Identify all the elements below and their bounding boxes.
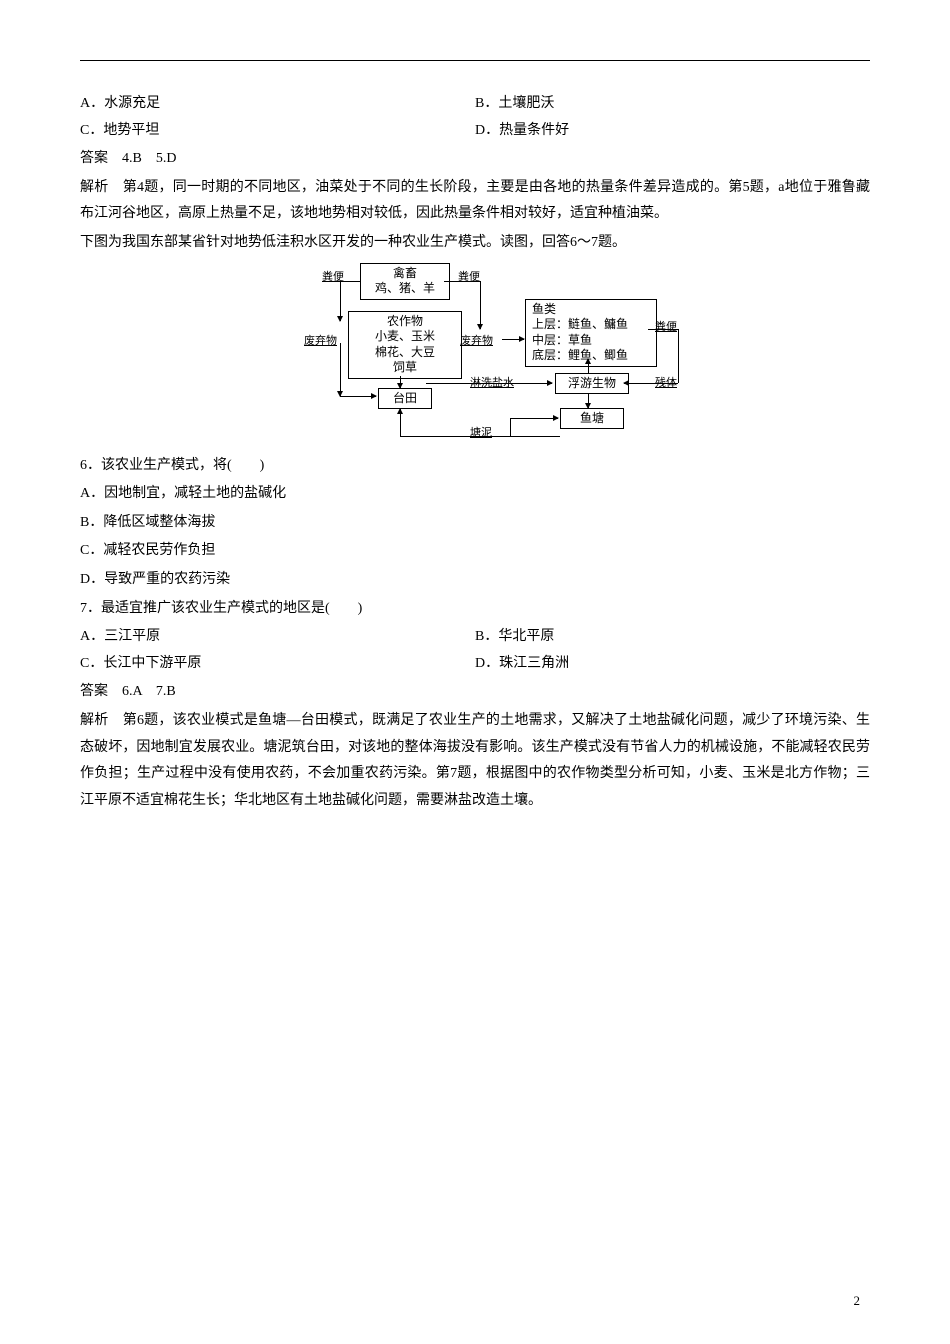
top-rule <box>80 60 870 61</box>
q6-stem: 6．该农业生产模式，将( ) <box>80 453 870 480</box>
q45-opt-b: B．土壤肥沃 <box>475 91 870 118</box>
q7-opt-c: C．长江中下游平原 <box>80 651 475 678</box>
answer-67: 答案 6.A 7.B <box>80 679 870 706</box>
arrow <box>654 383 678 384</box>
arrow <box>444 281 480 282</box>
explain-67: 解析 第6题，该农业模式是鱼塘—台田模式，既满足了农业生产的土地需求，又解决了土… <box>80 708 870 814</box>
q7-opt-b: B．华北平原 <box>475 624 870 651</box>
q7-options-row2: C．长江中下游平原 D．珠江三角洲 <box>80 651 870 678</box>
arrow <box>340 281 360 282</box>
q45-options-row1: A．水源充足 B．土壤肥沃 <box>80 91 870 118</box>
q45-options-row2: C．地势平坦 D．热量条件好 <box>80 118 870 145</box>
q6-opt-b: B．降低区域整体海拔 <box>80 510 870 537</box>
diagram-wrap: 禽畜 鸡、猪、羊 农作物 小麦、玉米 棉花、大豆 饲草 台田 鱼类 上层：鲢鱼、… <box>80 263 870 443</box>
q7-opt-d: D．珠江三角洲 <box>475 651 870 678</box>
q45-opt-c: C．地势平坦 <box>80 118 475 145</box>
node-crops: 农作物 小麦、玉米 棉花、大豆 饲草 <box>348 311 462 379</box>
q7-options-row1: A．三江平原 B．华北平原 <box>80 624 870 651</box>
intro-67: 下图为我国东部某省针对地势低洼积水区开发的一种农业生产模式。读图，回答6～7题。 <box>80 230 870 257</box>
q6-opt-d: D．导致严重的农药污染 <box>80 567 870 594</box>
arrow <box>400 409 401 436</box>
q7-opt-a: A．三江平原 <box>80 624 475 651</box>
q6-opt-c: C．减轻农民劳作负担 <box>80 538 870 565</box>
page-number: 2 <box>854 1289 861 1314</box>
node-fish: 鱼类 上层：鲢鱼、鳙鱼 中层：草鱼 底层：鲤鱼、鲫鱼 <box>525 299 657 367</box>
arrow <box>588 393 589 408</box>
arrow <box>648 329 678 330</box>
arrow <box>340 343 341 396</box>
q45-opt-a: A．水源充足 <box>80 91 475 118</box>
lbl-feiqi-right: 废弃物 <box>460 331 493 352</box>
answer-45: 答案 4.B 5.D <box>80 146 870 173</box>
node-livestock: 禽畜 鸡、猪、羊 <box>360 263 450 300</box>
node-plankton: 浮游生物 <box>555 373 629 395</box>
arrow <box>340 396 376 397</box>
lbl-tangni: 塘泥 <box>470 423 492 444</box>
arrow <box>624 383 654 384</box>
lbl-fenbian-rr: 粪便 <box>655 317 677 338</box>
arrow <box>480 281 481 329</box>
q7-stem: 7．最适宜推广该农业生产模式的地区是( ) <box>80 596 870 623</box>
arrow <box>588 359 589 373</box>
explain-45: 解析 第4题，同一时期的不同地区，油菜处于不同的生长阶段，主要是由各地的热量条件… <box>80 175 870 228</box>
arrow <box>678 329 679 383</box>
arrow <box>502 339 524 340</box>
lbl-fenbian-right: 粪便 <box>458 267 480 288</box>
arrow <box>340 281 341 321</box>
arrow <box>400 376 401 388</box>
arrow <box>426 383 552 384</box>
arrow <box>510 418 511 436</box>
q45-opt-d: D．热量条件好 <box>475 118 870 145</box>
node-taitian: 台田 <box>378 388 432 410</box>
arrow <box>510 418 558 419</box>
diagram: 禽畜 鸡、猪、羊 农作物 小麦、玉米 棉花、大豆 饲草 台田 鱼类 上层：鲢鱼、… <box>260 263 690 443</box>
arrow <box>400 436 560 437</box>
node-pond: 鱼塘 <box>560 408 624 430</box>
q6-opt-a: A．因地制宜，减轻土地的盐碱化 <box>80 481 870 508</box>
lbl-feiqi-left: 废弃物 <box>304 331 337 352</box>
